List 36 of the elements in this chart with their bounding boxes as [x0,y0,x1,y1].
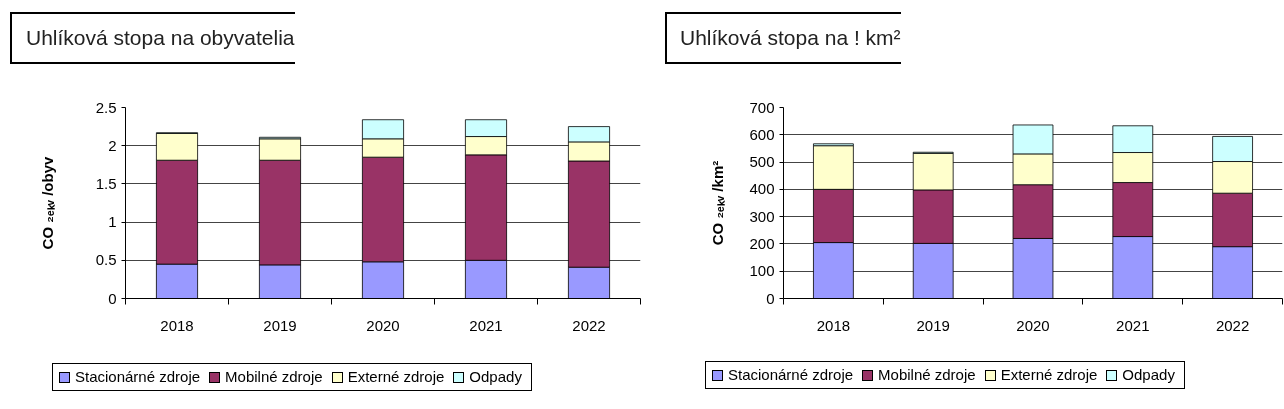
y-tick-label: 300 [749,207,775,225]
x-tick-label: 2021 [1116,316,1150,334]
legend-label: Externé zdroje [999,365,1098,385]
y-axis-title: CO ₂ₑₖᵥ /obyv [38,155,56,250]
y-tick-label: 2.5 [95,98,117,116]
y-tick-label: 2 [108,136,117,154]
legend-label: Odpady [1121,365,1175,385]
x-tick-label: 2018 [816,316,851,334]
x-tick-label: 2020 [366,316,400,334]
x-tick-label: 2020 [1016,316,1050,334]
legend-label: Odpady [468,367,522,387]
x-tick-label: 2018 [160,316,194,334]
y-tick-label: 400 [749,180,775,198]
legend-label: Mobilné zdroje [224,367,323,387]
x-tick-label: 2019 [263,316,297,334]
y-tick-label: 100 [749,262,775,280]
x-tick-label: 2019 [916,316,950,334]
y-tick-label: 0 [108,289,117,307]
x-tick-label: 2021 [469,316,503,334]
chart-title: Uhlíková stopa na ! km² [665,12,901,64]
x-tick-label: 2022 [1215,316,1250,334]
y-tick-label: 500 [749,153,775,171]
y-tick-label: 0.5 [95,251,117,269]
y-tick-label: 700 [749,98,775,116]
x-tick-label: 2022 [572,316,606,334]
y-tick-label: 1 [108,213,117,231]
legend-label: Stacionárné zdroje [74,367,201,387]
y-tick-label: 200 [749,234,775,252]
y-tick-label: 0 [766,289,775,307]
y-tick-label: 600 [749,125,775,143]
y-axis-title: CO ₂ₑₖᵥ /km² [709,160,727,246]
legend-label: Mobilné zdroje [877,365,976,385]
chart-title: Uhlíková stopa na obyvatelia [10,12,295,64]
legend-label: Stacionárné zdroje [727,365,854,385]
y-tick-label: 1.5 [95,174,117,192]
legend-label: Externé zdroje [346,367,445,387]
